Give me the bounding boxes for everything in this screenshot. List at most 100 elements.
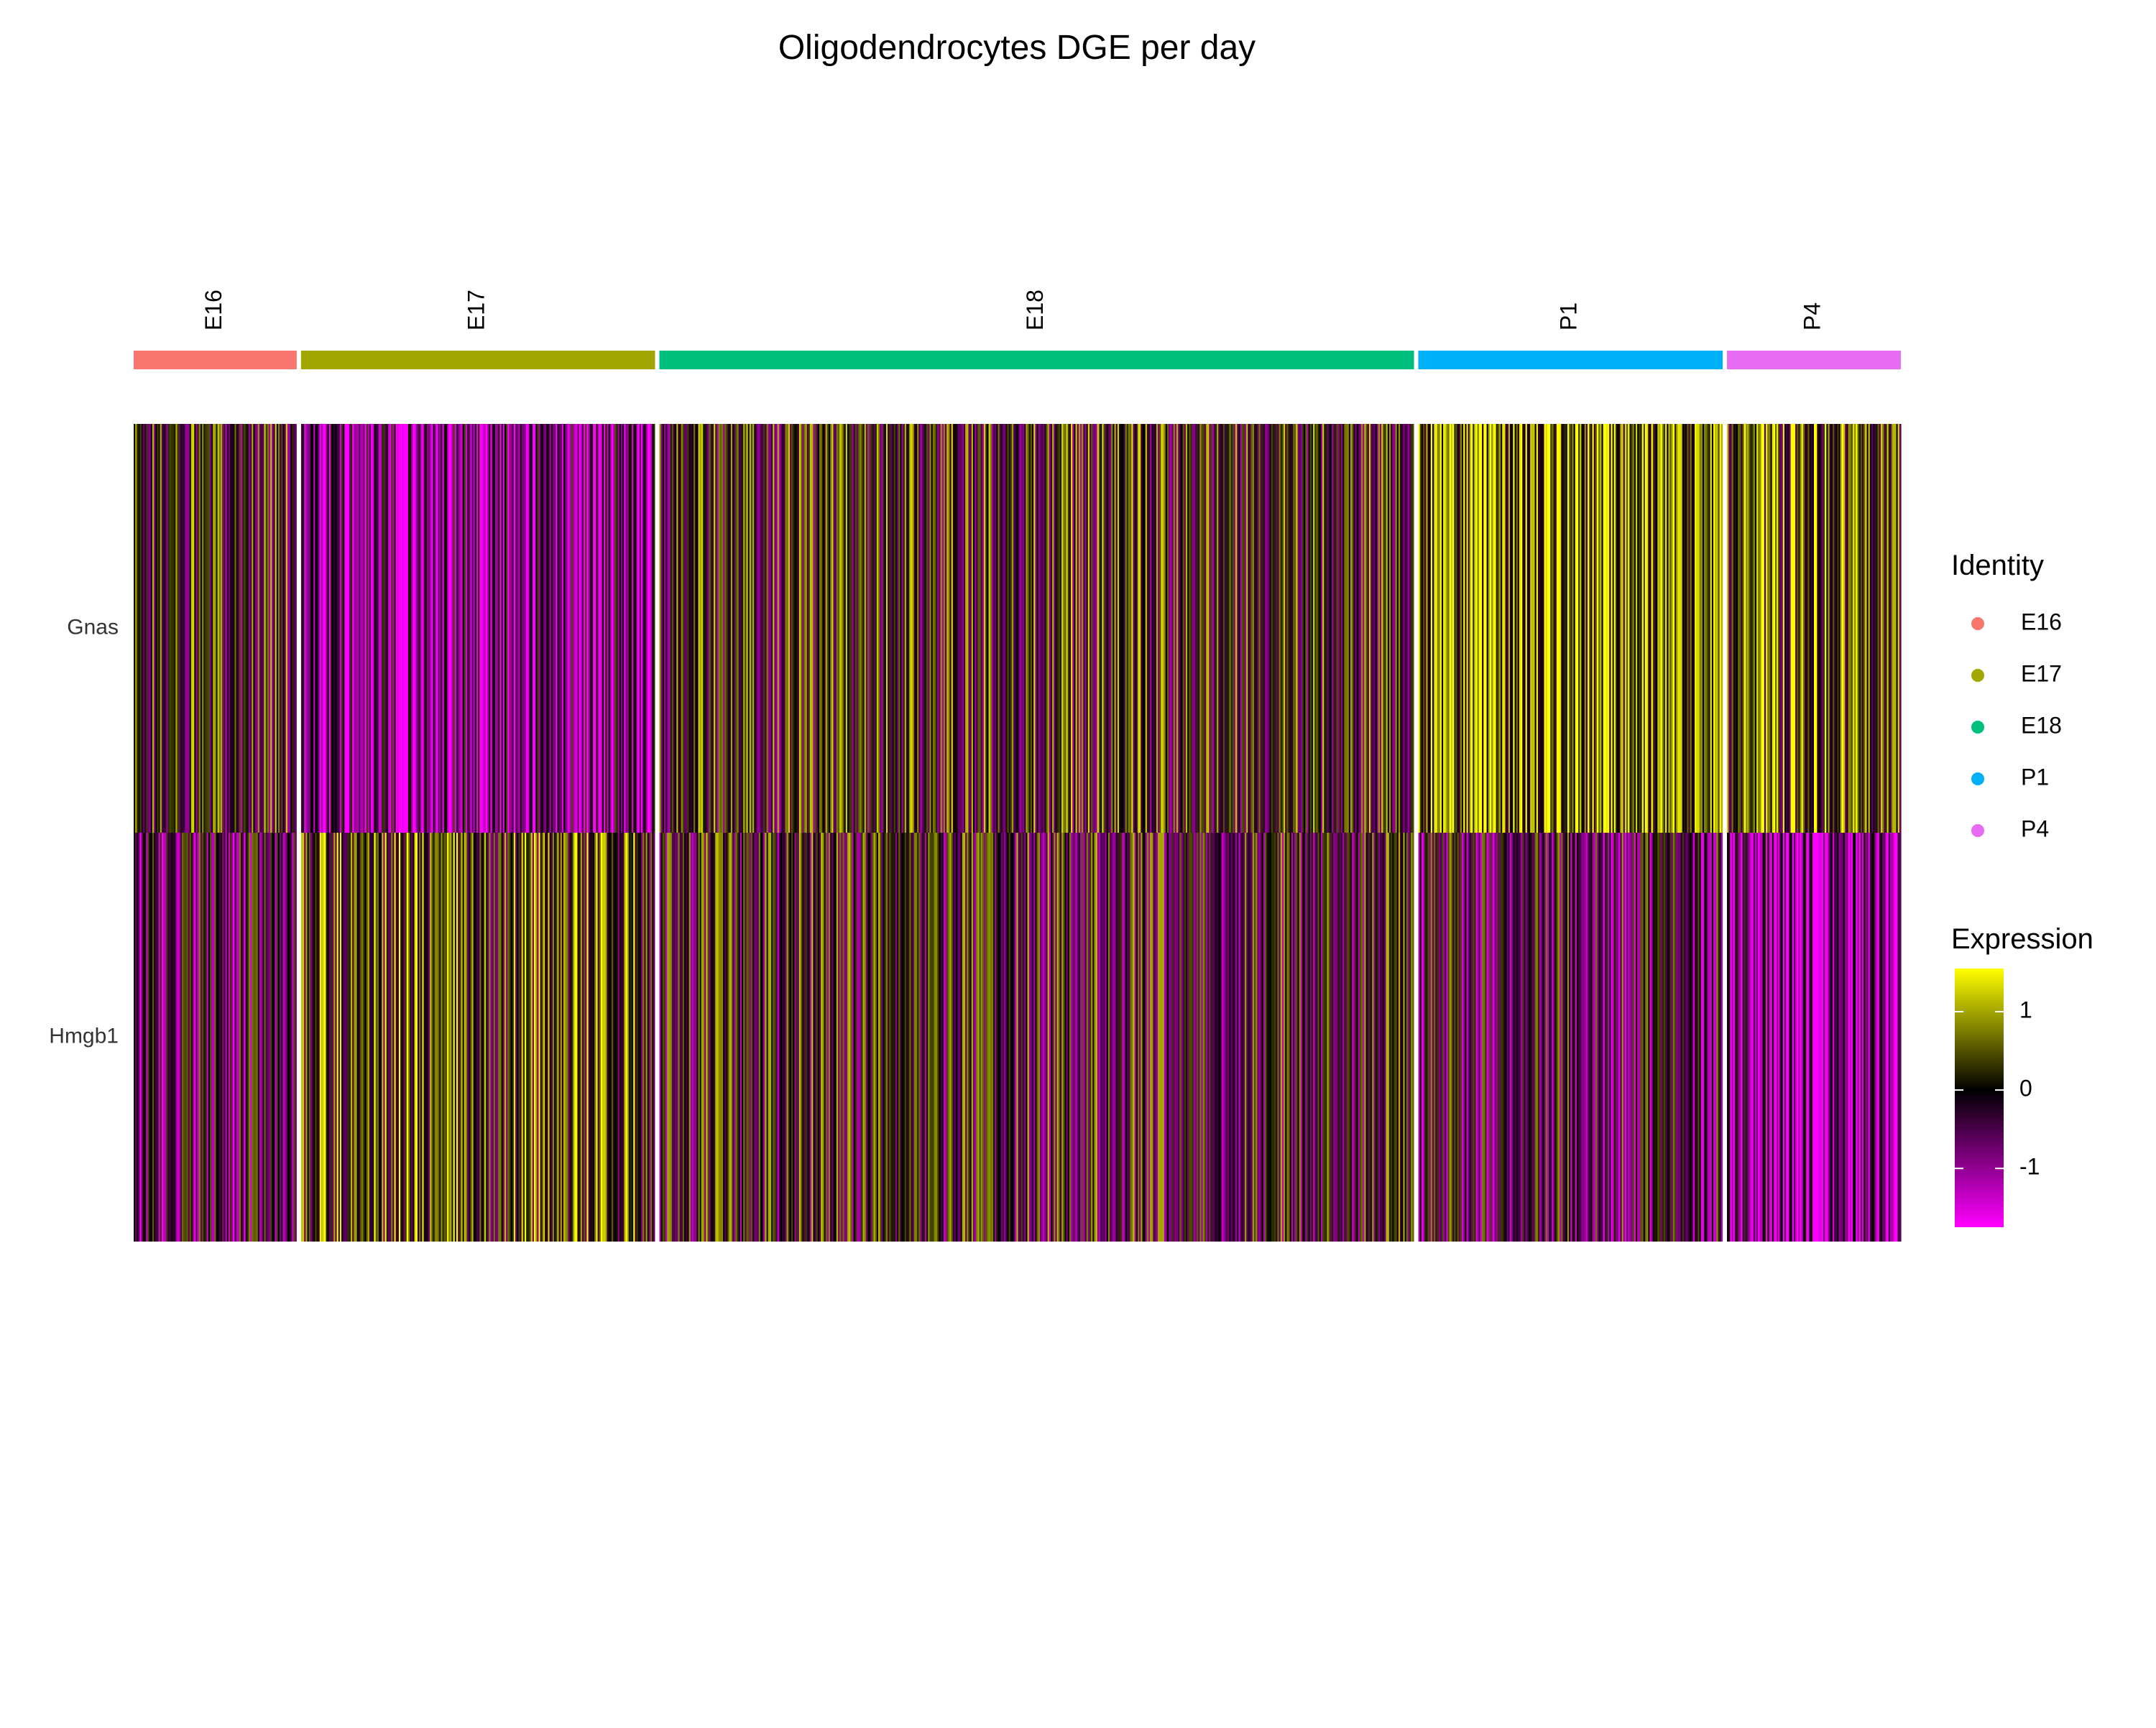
heat-cell <box>378 424 381 833</box>
heat-cell <box>1309 424 1312 833</box>
heat-cell <box>1038 833 1041 1242</box>
heat-cell <box>563 424 566 833</box>
heat-cell <box>679 424 682 833</box>
identity-legend-dot-e17 <box>1971 669 1984 682</box>
heat-cell <box>690 833 693 1242</box>
heat-cell <box>1049 833 1051 1242</box>
heat-cell <box>323 424 325 833</box>
heat-cell <box>532 424 535 833</box>
heat-cell <box>839 424 842 833</box>
heat-cell <box>193 424 195 833</box>
heat-cell <box>1133 424 1135 833</box>
heat-cell <box>1756 833 1759 1242</box>
heat-cell <box>499 833 502 1242</box>
heat-cell <box>870 833 873 1242</box>
heat-cell <box>489 424 492 833</box>
heat-cell <box>985 424 987 833</box>
heat-cell <box>305 833 308 1242</box>
heat-cell <box>155 424 158 833</box>
heat-cell <box>1427 833 1430 1242</box>
heat-cell <box>383 833 386 1242</box>
heat-cell <box>406 833 409 1242</box>
heat-cell <box>1182 424 1185 833</box>
heat-cell <box>186 833 189 1242</box>
heat-cell <box>1468 424 1470 833</box>
heat-cell <box>420 424 423 833</box>
heat-cell <box>174 424 176 833</box>
heat-cell <box>711 424 714 833</box>
heat-cell <box>1449 424 1452 833</box>
heat-cell <box>1000 833 1003 1242</box>
heat-cell <box>1687 424 1690 833</box>
heat-cell <box>1849 424 1852 833</box>
heat-cell <box>502 424 505 833</box>
heat-cell <box>635 833 637 1242</box>
heat-cell <box>169 424 172 833</box>
heat-cell <box>1865 424 1868 833</box>
heat-cell <box>1561 424 1564 833</box>
heat-cell <box>599 424 602 833</box>
heat-cell <box>684 424 686 833</box>
heat-cell <box>1156 833 1158 1242</box>
heat-cell <box>1252 424 1255 833</box>
heat-cell <box>625 833 628 1242</box>
heat-cell <box>1241 424 1244 833</box>
heat-cell <box>1516 833 1519 1242</box>
heat-cell <box>876 424 879 833</box>
heat-cell <box>1358 424 1360 833</box>
heat-cell <box>726 424 729 833</box>
heat-cell <box>1171 833 1174 1242</box>
heat-cell <box>1841 424 1844 833</box>
heat-cell <box>1197 424 1199 833</box>
heat-cell <box>774 424 777 833</box>
heat-cell <box>528 424 530 833</box>
heat-cell <box>1572 424 1575 833</box>
heat-cell <box>1105 424 1107 833</box>
heat-cell <box>1409 833 1411 1242</box>
heat-cell <box>912 833 915 1242</box>
heat-cell <box>265 833 268 1242</box>
heat-cell <box>1825 424 1827 833</box>
heat-cell <box>1115 833 1118 1242</box>
heat-cell <box>1294 424 1296 833</box>
heat-cell <box>352 833 354 1242</box>
heat-cell <box>892 424 895 833</box>
heat-cell <box>1249 833 1252 1242</box>
heat-cell <box>1393 424 1396 833</box>
heat-cell <box>1182 833 1185 1242</box>
heat-cell <box>1877 833 1880 1242</box>
heat-cell <box>1120 424 1123 833</box>
heat-cell <box>1423 424 1425 833</box>
heat-cell <box>883 424 885 833</box>
heat-cell <box>667 424 670 833</box>
heat-cell <box>780 424 783 833</box>
heat-cell <box>543 833 545 1242</box>
heat-cell <box>625 424 628 833</box>
heat-cell <box>425 424 428 833</box>
heat-cell <box>1158 424 1160 833</box>
heat-cell <box>605 833 608 1242</box>
heat-cell <box>875 833 877 1242</box>
heat-cell <box>906 424 908 833</box>
heat-cell <box>906 833 908 1242</box>
heat-cell <box>872 833 875 1242</box>
heat-cell <box>149 833 152 1242</box>
heat-cell <box>596 424 599 833</box>
heat-cell <box>1609 833 1612 1242</box>
heat-cell <box>1866 833 1869 1242</box>
heat-cell <box>1766 833 1768 1242</box>
heat-cell <box>622 833 625 1242</box>
heat-cell <box>608 833 611 1242</box>
heat-cell <box>1038 424 1041 833</box>
heat-cell <box>323 833 325 1242</box>
heat-cell <box>837 833 840 1242</box>
heat-cell <box>897 833 899 1242</box>
heat-cell <box>384 833 387 1242</box>
heat-cell <box>1747 833 1749 1242</box>
heat-cell <box>1685 833 1687 1242</box>
heat-cell <box>190 424 193 833</box>
heat-cell <box>188 424 190 833</box>
heat-cell <box>1028 424 1031 833</box>
heat-cell <box>1222 424 1225 833</box>
heat-cell <box>963 833 966 1242</box>
